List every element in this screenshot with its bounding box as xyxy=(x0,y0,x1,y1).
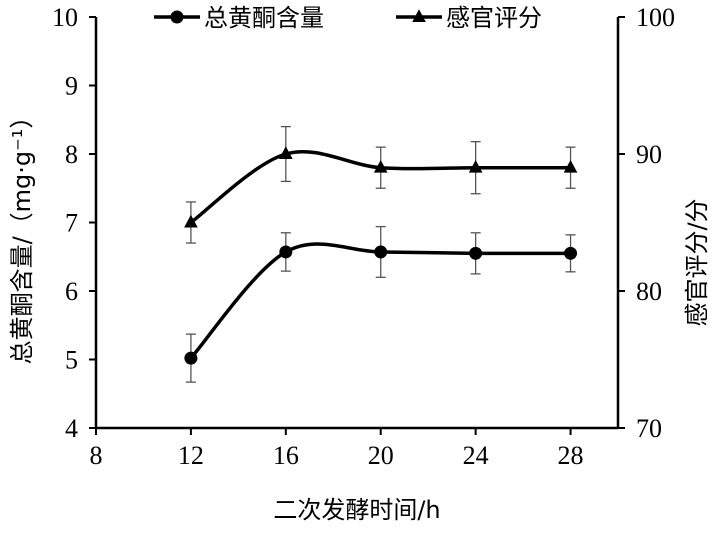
right-y-axis-label: 感官评分/分 xyxy=(683,198,711,326)
left-y-tick-label: 6 xyxy=(65,277,78,306)
left-y-axis-label: 总黄酮含量/（mg·g⁻¹） xyxy=(8,105,36,365)
left-y-tick-label: 5 xyxy=(65,346,78,375)
right-y-tick-label: 90 xyxy=(636,140,662,169)
x-tick-label: 28 xyxy=(558,441,584,470)
right-y-tick-label: 100 xyxy=(636,3,675,32)
flavonoid-point xyxy=(564,246,578,260)
sensory-point xyxy=(563,160,578,173)
left-y-tick-label: 10 xyxy=(52,3,78,32)
sensory-legend-label: 感官评分 xyxy=(446,4,542,32)
error-bars xyxy=(185,125,576,383)
sensory-point xyxy=(184,214,198,228)
right-y-tick-label: 80 xyxy=(636,277,662,306)
x-tick-label: 20 xyxy=(368,441,394,470)
sensory-point xyxy=(278,146,293,159)
flavonoid-legend-marker xyxy=(170,10,184,24)
x-tick-label: 24 xyxy=(463,441,489,470)
flavonoid-point xyxy=(374,245,388,259)
x-tick-label: 8 xyxy=(90,441,103,470)
series-markers xyxy=(184,146,578,365)
flavonoid-point xyxy=(279,245,293,259)
axes xyxy=(94,17,620,430)
flavonoid-point xyxy=(184,351,198,365)
sensory-legend-marker xyxy=(412,9,426,22)
sensory-legend-entry: 感官评分 xyxy=(396,4,542,32)
left-y-tick-label: 8 xyxy=(65,140,78,169)
left-y-tick-label: 7 xyxy=(65,209,78,238)
x-axis-label: 二次发酵时间/h xyxy=(273,496,440,524)
sensory-point xyxy=(468,160,483,173)
x-tick-label: 16 xyxy=(273,441,299,470)
left-y-tick-label: 9 xyxy=(65,72,78,101)
flavonoid-series-line xyxy=(189,242,571,360)
legend: 总黄酮含量 感官评分 xyxy=(154,4,542,32)
x-tick-label: 12 xyxy=(178,441,204,470)
ticks: 8 12 16 20 24 28 4 5 6 7 8 9 10 70 80 90 100 xyxy=(52,3,675,470)
left-y-tick-label: 4 xyxy=(65,414,78,443)
flavonoid-point xyxy=(469,246,483,260)
right-y-tick-label: 70 xyxy=(636,414,662,443)
flavonoid-legend-label: 总黄酮含量 xyxy=(204,4,324,32)
sensory-point xyxy=(373,160,388,173)
flavonoid-legend-entry: 总黄酮含量 xyxy=(154,4,324,32)
